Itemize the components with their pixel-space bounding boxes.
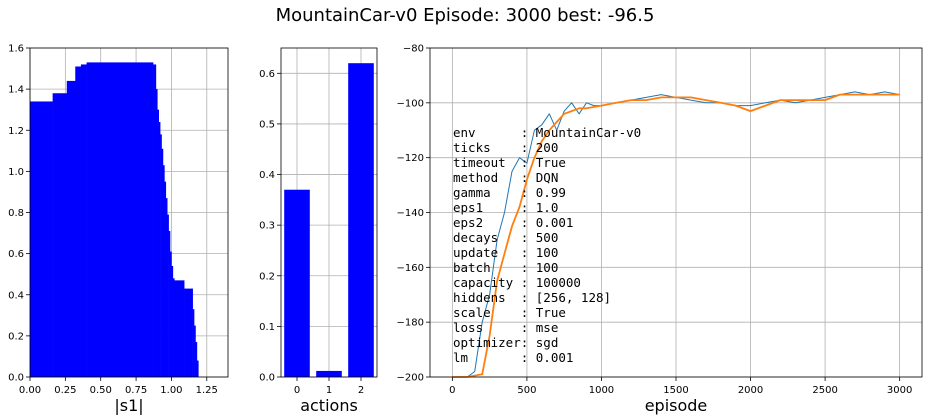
info-line: update : 100 bbox=[453, 245, 558, 260]
x-axis-label: actions bbox=[300, 396, 358, 415]
x-tick-label: 0 bbox=[294, 385, 300, 396]
info-line: scale : True bbox=[453, 305, 566, 320]
y-tick-label: 1.4 bbox=[8, 85, 24, 96]
histogram-bar bbox=[194, 325, 196, 377]
x-axis-label: episode bbox=[645, 396, 708, 415]
figure-title: MountainCar-v0 Episode: 3000 best: -96.5 bbox=[275, 5, 655, 26]
y-tick-label: −80 bbox=[403, 44, 424, 55]
y-tick-label: −180 bbox=[397, 318, 424, 329]
histogram-bar bbox=[162, 165, 165, 377]
histogram-bar bbox=[195, 342, 198, 377]
y-tick-label: 0.6 bbox=[259, 69, 275, 80]
histogram-bar bbox=[157, 109, 159, 377]
y-tick-label: 0.4 bbox=[259, 170, 275, 181]
histogram-bar bbox=[168, 231, 171, 377]
histogram-bar bbox=[86, 62, 154, 378]
y-tick-label: 1.2 bbox=[8, 126, 24, 137]
y-tick-label: 0.4 bbox=[8, 290, 24, 301]
histogram-bar bbox=[196, 360, 199, 377]
info-line: lm : 0.001 bbox=[453, 350, 573, 365]
info-line: capacity : 100000 bbox=[453, 275, 581, 290]
action-bar-2 bbox=[348, 63, 374, 377]
info-line: optimizer: sgd bbox=[453, 335, 558, 350]
histogram-bar bbox=[164, 181, 167, 377]
x-axis-label: |s1| bbox=[114, 396, 143, 415]
info-line: gamma : 0.99 bbox=[453, 185, 566, 200]
info-line: eps2 : 0.001 bbox=[453, 215, 573, 230]
x-tick-label: 1 bbox=[326, 385, 332, 396]
x-tick-label: 3000 bbox=[887, 385, 912, 396]
histogram-bar bbox=[171, 265, 174, 377]
s1-histogram-axes: 0.00 0.25 0.50 0.75 1.00 1.25 0.0 0.2 0.4 0.6 0.8 1… bbox=[8, 44, 229, 415]
histogram-bar bbox=[155, 89, 158, 377]
x-tick-label: 2000 bbox=[738, 385, 763, 396]
x-tick-label: 0.00 bbox=[19, 385, 41, 396]
x-tick-label: 2500 bbox=[812, 385, 837, 396]
action-bar-1 bbox=[316, 370, 342, 377]
action-bar-0 bbox=[284, 189, 310, 377]
x-tick-label: 0.25 bbox=[54, 385, 76, 396]
bars bbox=[284, 63, 374, 377]
histogram-bar bbox=[170, 251, 172, 377]
info-line: ticks : 200 bbox=[453, 140, 558, 155]
histogram-bar bbox=[192, 309, 195, 377]
histogram-bar bbox=[160, 134, 162, 377]
histogram-bar bbox=[165, 198, 168, 377]
info-line: env : MountainCar-v0 bbox=[453, 125, 641, 140]
info-line: loss : mse bbox=[453, 320, 558, 335]
histogram-bar bbox=[167, 214, 169, 377]
y-tick-label: 1.6 bbox=[8, 44, 24, 55]
y-tick-label: 0.8 bbox=[8, 208, 24, 219]
y-tick-label: −200 bbox=[397, 373, 424, 384]
info-line: batch : 100 bbox=[453, 260, 558, 275]
info-line: eps1 : 1.0 bbox=[453, 200, 558, 215]
info-line: hiddens : [256, 128] bbox=[453, 290, 611, 305]
histogram-bar bbox=[161, 148, 164, 377]
info-line: decays : 500 bbox=[453, 230, 558, 245]
histogram-bar bbox=[172, 278, 175, 377]
histogram-bar bbox=[80, 64, 87, 377]
x-tick-label: 500 bbox=[517, 385, 536, 396]
bars bbox=[30, 62, 199, 378]
histogram-bar bbox=[184, 288, 193, 377]
y-tick-label: 0.6 bbox=[8, 249, 24, 260]
histogram-bar bbox=[174, 280, 185, 377]
y-tick-label: 0.5 bbox=[259, 119, 275, 130]
histogram-bar bbox=[66, 80, 76, 378]
info-line: method : DQN bbox=[453, 170, 558, 185]
histogram-bar bbox=[153, 64, 157, 377]
y-tick-label: −100 bbox=[397, 98, 424, 109]
y-tick-label: 0.0 bbox=[8, 373, 24, 384]
info-line: timeout : True bbox=[453, 155, 566, 170]
x-tick-label: 2 bbox=[358, 385, 364, 396]
y-tick-label: −140 bbox=[397, 208, 424, 219]
x-tick-label: 0.75 bbox=[125, 385, 147, 396]
histogram-bar bbox=[75, 66, 82, 377]
histogram-bar bbox=[158, 122, 161, 378]
histogram-bar bbox=[52, 93, 68, 378]
histogram-bar bbox=[30, 101, 53, 378]
x-tick-label: 1500 bbox=[663, 385, 688, 396]
x-tick-label: 0.50 bbox=[90, 385, 112, 396]
y-tick-label: 0.2 bbox=[8, 331, 24, 342]
y-tick-label: 0.0 bbox=[259, 373, 275, 384]
smoothed-reward-series-line bbox=[452, 93, 900, 378]
x-tick-label: 1.00 bbox=[160, 385, 182, 396]
episode-reward-axes: 0 500 1000 1500 2000 2500 3000 −200 −180 −160 −140… bbox=[397, 44, 923, 415]
y-tick-label: 1.0 bbox=[8, 167, 24, 178]
y-tick-label: −160 bbox=[397, 263, 424, 274]
y-tick-label: 0.1 bbox=[259, 322, 275, 333]
y-tick-label: −120 bbox=[397, 153, 424, 164]
x-tick-label: 0 bbox=[449, 385, 455, 396]
y-tick-label: 0.3 bbox=[259, 221, 275, 232]
x-tick-label: 1000 bbox=[589, 385, 614, 396]
actions-bar-axes: 0 1 2 0.0 0.1 0.2 0.3 0.4 0.5 0.6 actions bbox=[259, 47, 378, 415]
y-tick-label: 0.2 bbox=[259, 271, 275, 282]
x-tick-label: 1.25 bbox=[196, 385, 218, 396]
